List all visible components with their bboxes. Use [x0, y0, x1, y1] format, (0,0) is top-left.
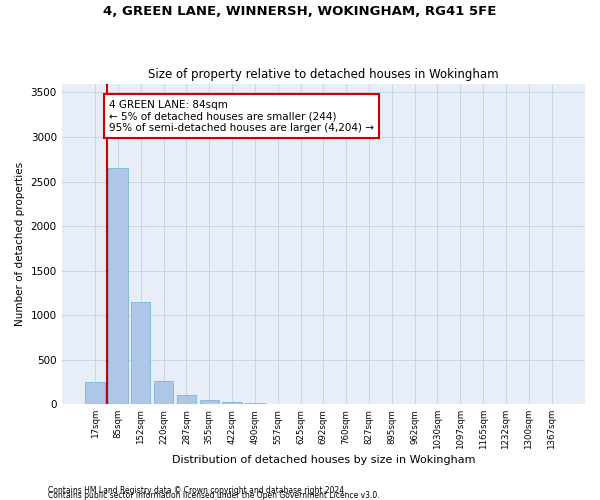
Bar [108, 168, 128, 404]
Bar [200, 400, 219, 404]
Bar [177, 396, 196, 404]
Text: 4 GREEN LANE: 84sqm
← 5% of detached houses are smaller (244)
95% of semi-detach: 4 GREEN LANE: 84sqm ← 5% of detached hou… [109, 100, 374, 133]
Y-axis label: Number of detached properties: Number of detached properties [15, 162, 25, 326]
Bar [245, 402, 265, 404]
Bar [154, 380, 173, 404]
Bar [85, 382, 105, 404]
Text: 4, GREEN LANE, WINNERSH, WOKINGHAM, RG41 5FE: 4, GREEN LANE, WINNERSH, WOKINGHAM, RG41… [103, 5, 497, 18]
Bar [131, 302, 151, 404]
Title: Size of property relative to detached houses in Wokingham: Size of property relative to detached ho… [148, 68, 499, 81]
Text: Contains public sector information licensed under the Open Government Licence v3: Contains public sector information licen… [48, 491, 380, 500]
X-axis label: Distribution of detached houses by size in Wokingham: Distribution of detached houses by size … [172, 455, 475, 465]
Bar [223, 402, 242, 404]
Text: Contains HM Land Registry data © Crown copyright and database right 2024.: Contains HM Land Registry data © Crown c… [48, 486, 347, 495]
